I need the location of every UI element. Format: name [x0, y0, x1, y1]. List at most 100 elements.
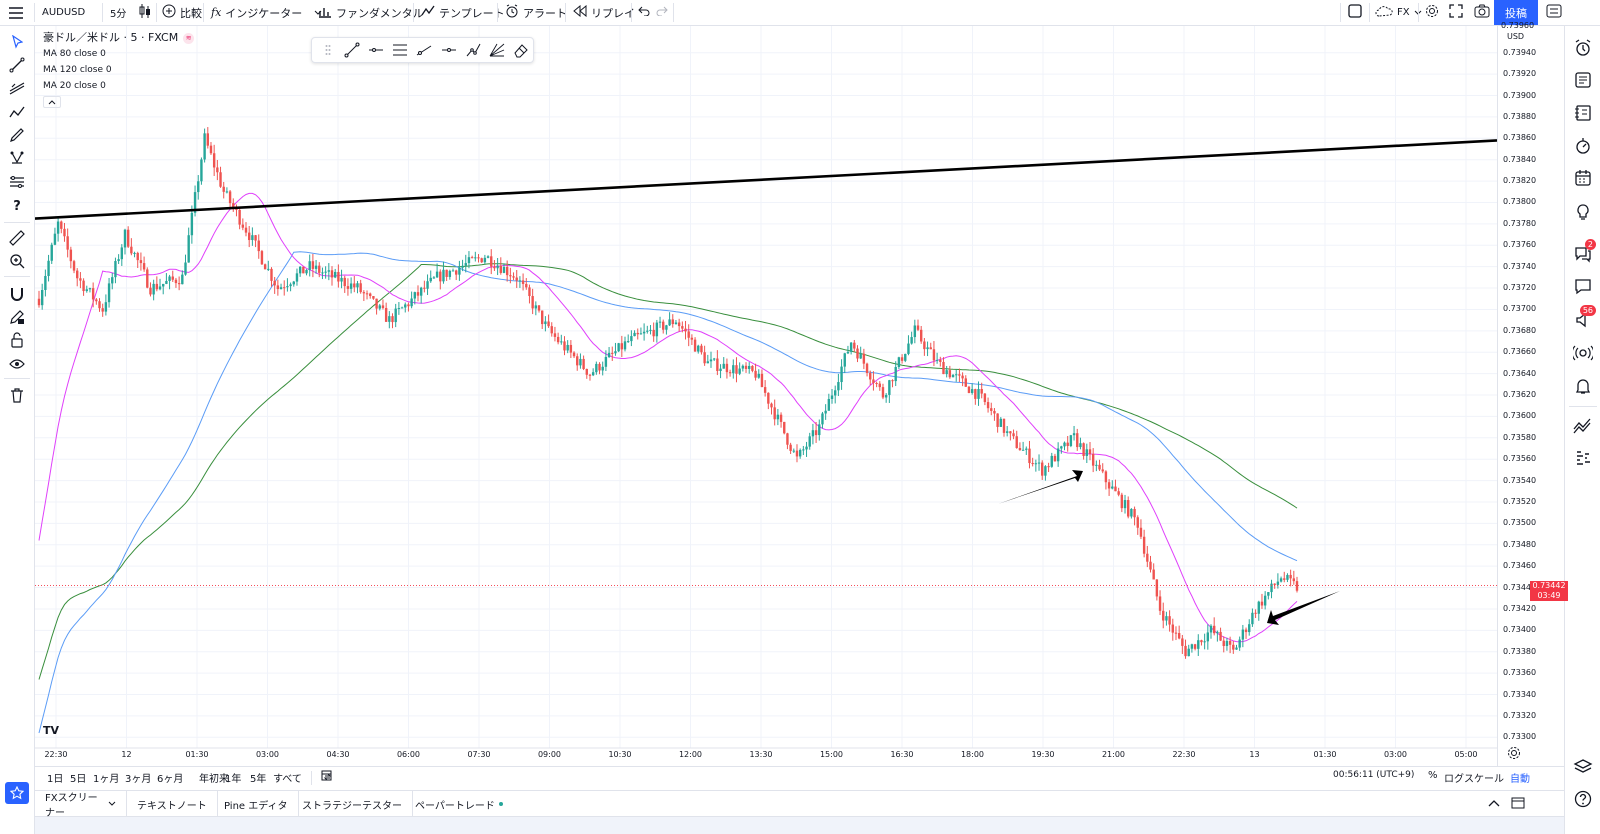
compare-button[interactable]: 比較 — [162, 0, 202, 25]
price-tick-label: 0.73680 — [1503, 325, 1537, 335]
symbol-search[interactable]: AUDUSD — [42, 0, 85, 25]
interval-button[interactable]: 5分 — [110, 0, 126, 25]
horizontal-line-icon[interactable] — [437, 38, 461, 62]
range-button[interactable]: 1日 — [47, 774, 64, 785]
calendar-list-icon[interactable] — [1572, 102, 1594, 124]
chevron-up-icon[interactable] — [1488, 798, 1500, 811]
axis-settings-gear-icon[interactable] — [1507, 746, 1521, 763]
goto-date-icon[interactable] — [321, 770, 333, 785]
alarm-icon[interactable] — [1572, 37, 1594, 59]
screenshot-button[interactable] — [1474, 0, 1490, 25]
menu-icon[interactable] — [8, 0, 24, 25]
bell-icon[interactable] — [1572, 375, 1594, 397]
candle-body — [432, 277, 436, 279]
tab-paper-trading[interactable]: ペーパートレード — [405, 791, 513, 817]
ma20-line — [38, 192, 1298, 643]
collapse-legend-button[interactable] — [43, 96, 61, 108]
range-button[interactable]: すべて — [273, 774, 302, 785]
templates-button[interactable]: テンプレート — [421, 0, 505, 25]
parallel-channel-icon[interactable] — [388, 38, 412, 62]
ruler-lines-icon[interactable] — [6, 172, 28, 192]
clock-label[interactable]: 00:56:11 (UTC+9) — [1333, 770, 1415, 780]
cursor-icon[interactable] — [6, 32, 28, 52]
tab-pine-editor[interactable]: Pine エディタ — [214, 791, 299, 817]
range-button[interactable]: 5年 — [250, 774, 267, 785]
alert-button[interactable]: アラート — [505, 0, 567, 25]
ray-icon[interactable] — [412, 38, 436, 62]
ma20-legend[interactable]: MA 20 close 0 — [43, 81, 106, 91]
range-button[interactable]: 6ヶ月 — [157, 774, 184, 785]
news-icon[interactable] — [1572, 69, 1594, 91]
dom-icon[interactable] — [1572, 447, 1594, 469]
horizontal-ray-icon[interactable] — [364, 38, 388, 62]
help-icon[interactable]: ? — [13, 198, 21, 214]
fundamentals-button[interactable]: ファンダメンタル — [318, 0, 424, 25]
tab-strategy-tester[interactable]: ストラテジーテスター — [292, 791, 413, 817]
range-button[interactable]: 3ヶ月 — [125, 774, 152, 785]
redo-button[interactable] — [656, 0, 668, 25]
candle-body — [209, 145, 213, 154]
pattern-icon[interactable] — [6, 102, 28, 122]
tab-fx-screener[interactable]: FXスクリーナー — [35, 791, 127, 819]
candle-body — [165, 280, 168, 284]
eye-icon[interactable] — [6, 354, 28, 374]
currency-label[interactable]: USD — [1507, 32, 1525, 41]
ma120-legend[interactable]: MA 120 close 0 — [43, 65, 112, 75]
publish-button[interactable]: 投稿 — [1494, 0, 1538, 25]
node-icon[interactable] — [6, 148, 28, 168]
brush-icon[interactable] — [6, 125, 28, 145]
lock-icon[interactable] — [6, 330, 28, 350]
fan-lines-icon[interactable] — [485, 38, 509, 62]
candle-body — [85, 289, 88, 292]
magnet-icon[interactable] — [6, 284, 28, 304]
settings-button[interactable] — [1425, 0, 1439, 25]
broadcast-icon[interactable] — [1572, 342, 1594, 364]
replay-button[interactable]: リプレイ — [573, 0, 635, 25]
ruler-icon[interactable] — [6, 228, 28, 248]
candle-body — [604, 356, 608, 367]
eraser-icon[interactable] — [509, 38, 533, 62]
price-chart[interactable] — [34, 26, 1564, 766]
chat-icon[interactable] — [1572, 275, 1594, 297]
trading-panel-icon[interactable] — [1572, 415, 1594, 437]
candle-body — [470, 257, 474, 259]
watchlist-button[interactable] — [1546, 0, 1562, 25]
lock-drawings-icon[interactable] — [6, 307, 28, 327]
range-button[interactable]: 5日 — [70, 774, 87, 785]
range-button[interactable]: 1年 — [225, 774, 242, 785]
indicators-button[interactable]: fx インジケーター — [211, 0, 322, 25]
layers-icon[interactable] — [1572, 756, 1594, 778]
maximize-panel-icon[interactable] — [1511, 797, 1525, 812]
trend-line-tool-icon[interactable] — [340, 38, 364, 62]
fib-icon[interactable] — [6, 78, 28, 98]
drag-handle-icon[interactable] — [316, 38, 340, 62]
chart-style-button[interactable] — [138, 0, 152, 25]
chart-pane[interactable]: 0.73960 USD 0.73940 0.73920 0.73900 0.73880… — [34, 21, 1568, 766]
tab-text-notes[interactable]: テキストノート — [127, 791, 218, 817]
fullscreen-button[interactable] — [1348, 0, 1362, 25]
candle-body — [1012, 433, 1015, 437]
zoom-in-icon[interactable] — [6, 251, 28, 271]
candles — [37, 127, 1299, 659]
ma80-legend[interactable]: MA 80 close 0 — [43, 49, 106, 59]
candle-body — [773, 407, 776, 420]
lightbulb-icon[interactable] — [1572, 201, 1594, 223]
range-button[interactable]: 年初来 — [199, 774, 229, 785]
layout-button[interactable]: FX — [1375, 0, 1422, 25]
log-scale-toggle[interactable]: ログスケール — [1444, 774, 1504, 785]
symbol-title[interactable]: 豪ドル／米ドル · 5 · FXCM — [43, 31, 179, 44]
undo-button[interactable] — [638, 0, 650, 25]
range-button[interactable]: 1ヶ月 — [93, 774, 120, 785]
streams-icon[interactable]: 56 — [1572, 305, 1596, 331]
expand-button[interactable] — [1449, 0, 1463, 25]
percent-toggle[interactable]: % — [1428, 770, 1438, 781]
auto-scale-toggle[interactable]: 自動 — [1510, 774, 1530, 785]
calendar-icon[interactable] — [1572, 167, 1594, 189]
path-icon[interactable] — [461, 38, 485, 62]
trend-line-icon[interactable] — [6, 55, 28, 75]
hotlist-icon[interactable] — [1572, 135, 1594, 157]
ideas-stream-icon[interactable]: 2 — [1572, 239, 1596, 265]
favorites-star-icon[interactable] — [5, 782, 29, 804]
help-circle-icon[interactable] — [1572, 788, 1594, 810]
trash-icon[interactable] — [6, 385, 28, 405]
